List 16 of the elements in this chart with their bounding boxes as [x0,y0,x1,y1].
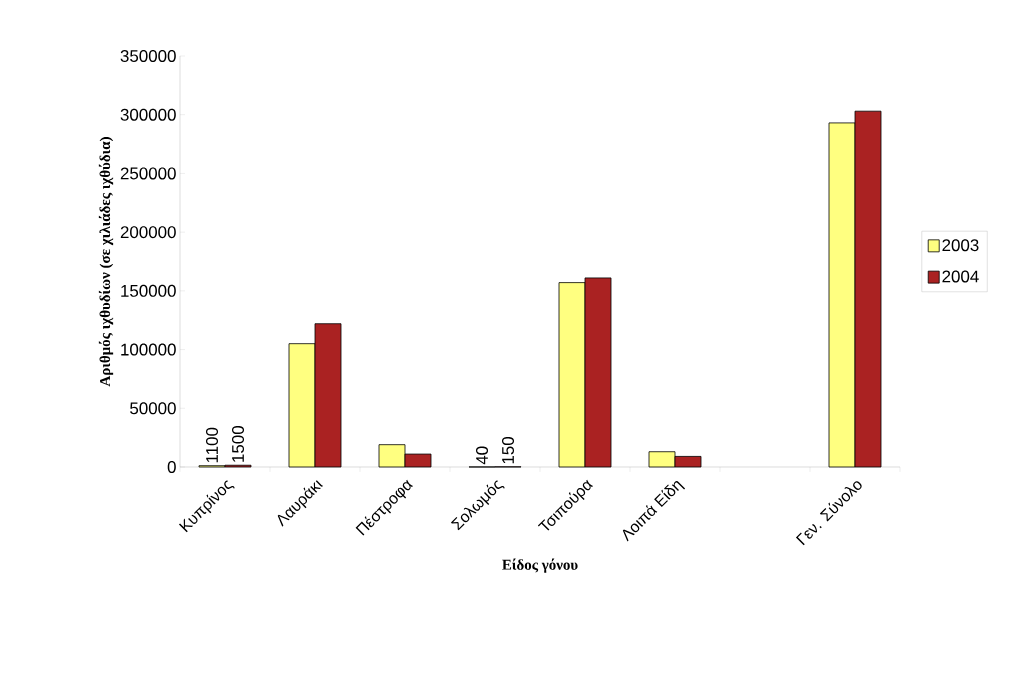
y-tick-label: 100000 [121,343,176,356]
legend-label: 2004 [942,270,979,283]
y-tick-label: 50000 [130,402,176,415]
y-tick-label: 0 [167,460,176,473]
y-tick-label: 300000 [120,108,176,121]
y-axis-title: Αριθμός ιχθυδίων (σε χιλιάδες ιχθύδια) [98,137,114,387]
y-tick-label: 200000 [120,226,176,239]
data-label: 1100 [206,427,219,463]
data-label: 40 [476,446,489,465]
legend-label: 2003 [942,239,979,252]
y-tick-label: 350000 [120,49,176,62]
y-tick-label: 250000 [120,167,176,180]
y-tick-label: 150000 [121,284,176,297]
data-label: 1500 [232,426,245,462]
data-label: 150 [502,437,515,464]
x-axis-title: Είδος γόνου [502,558,578,573]
